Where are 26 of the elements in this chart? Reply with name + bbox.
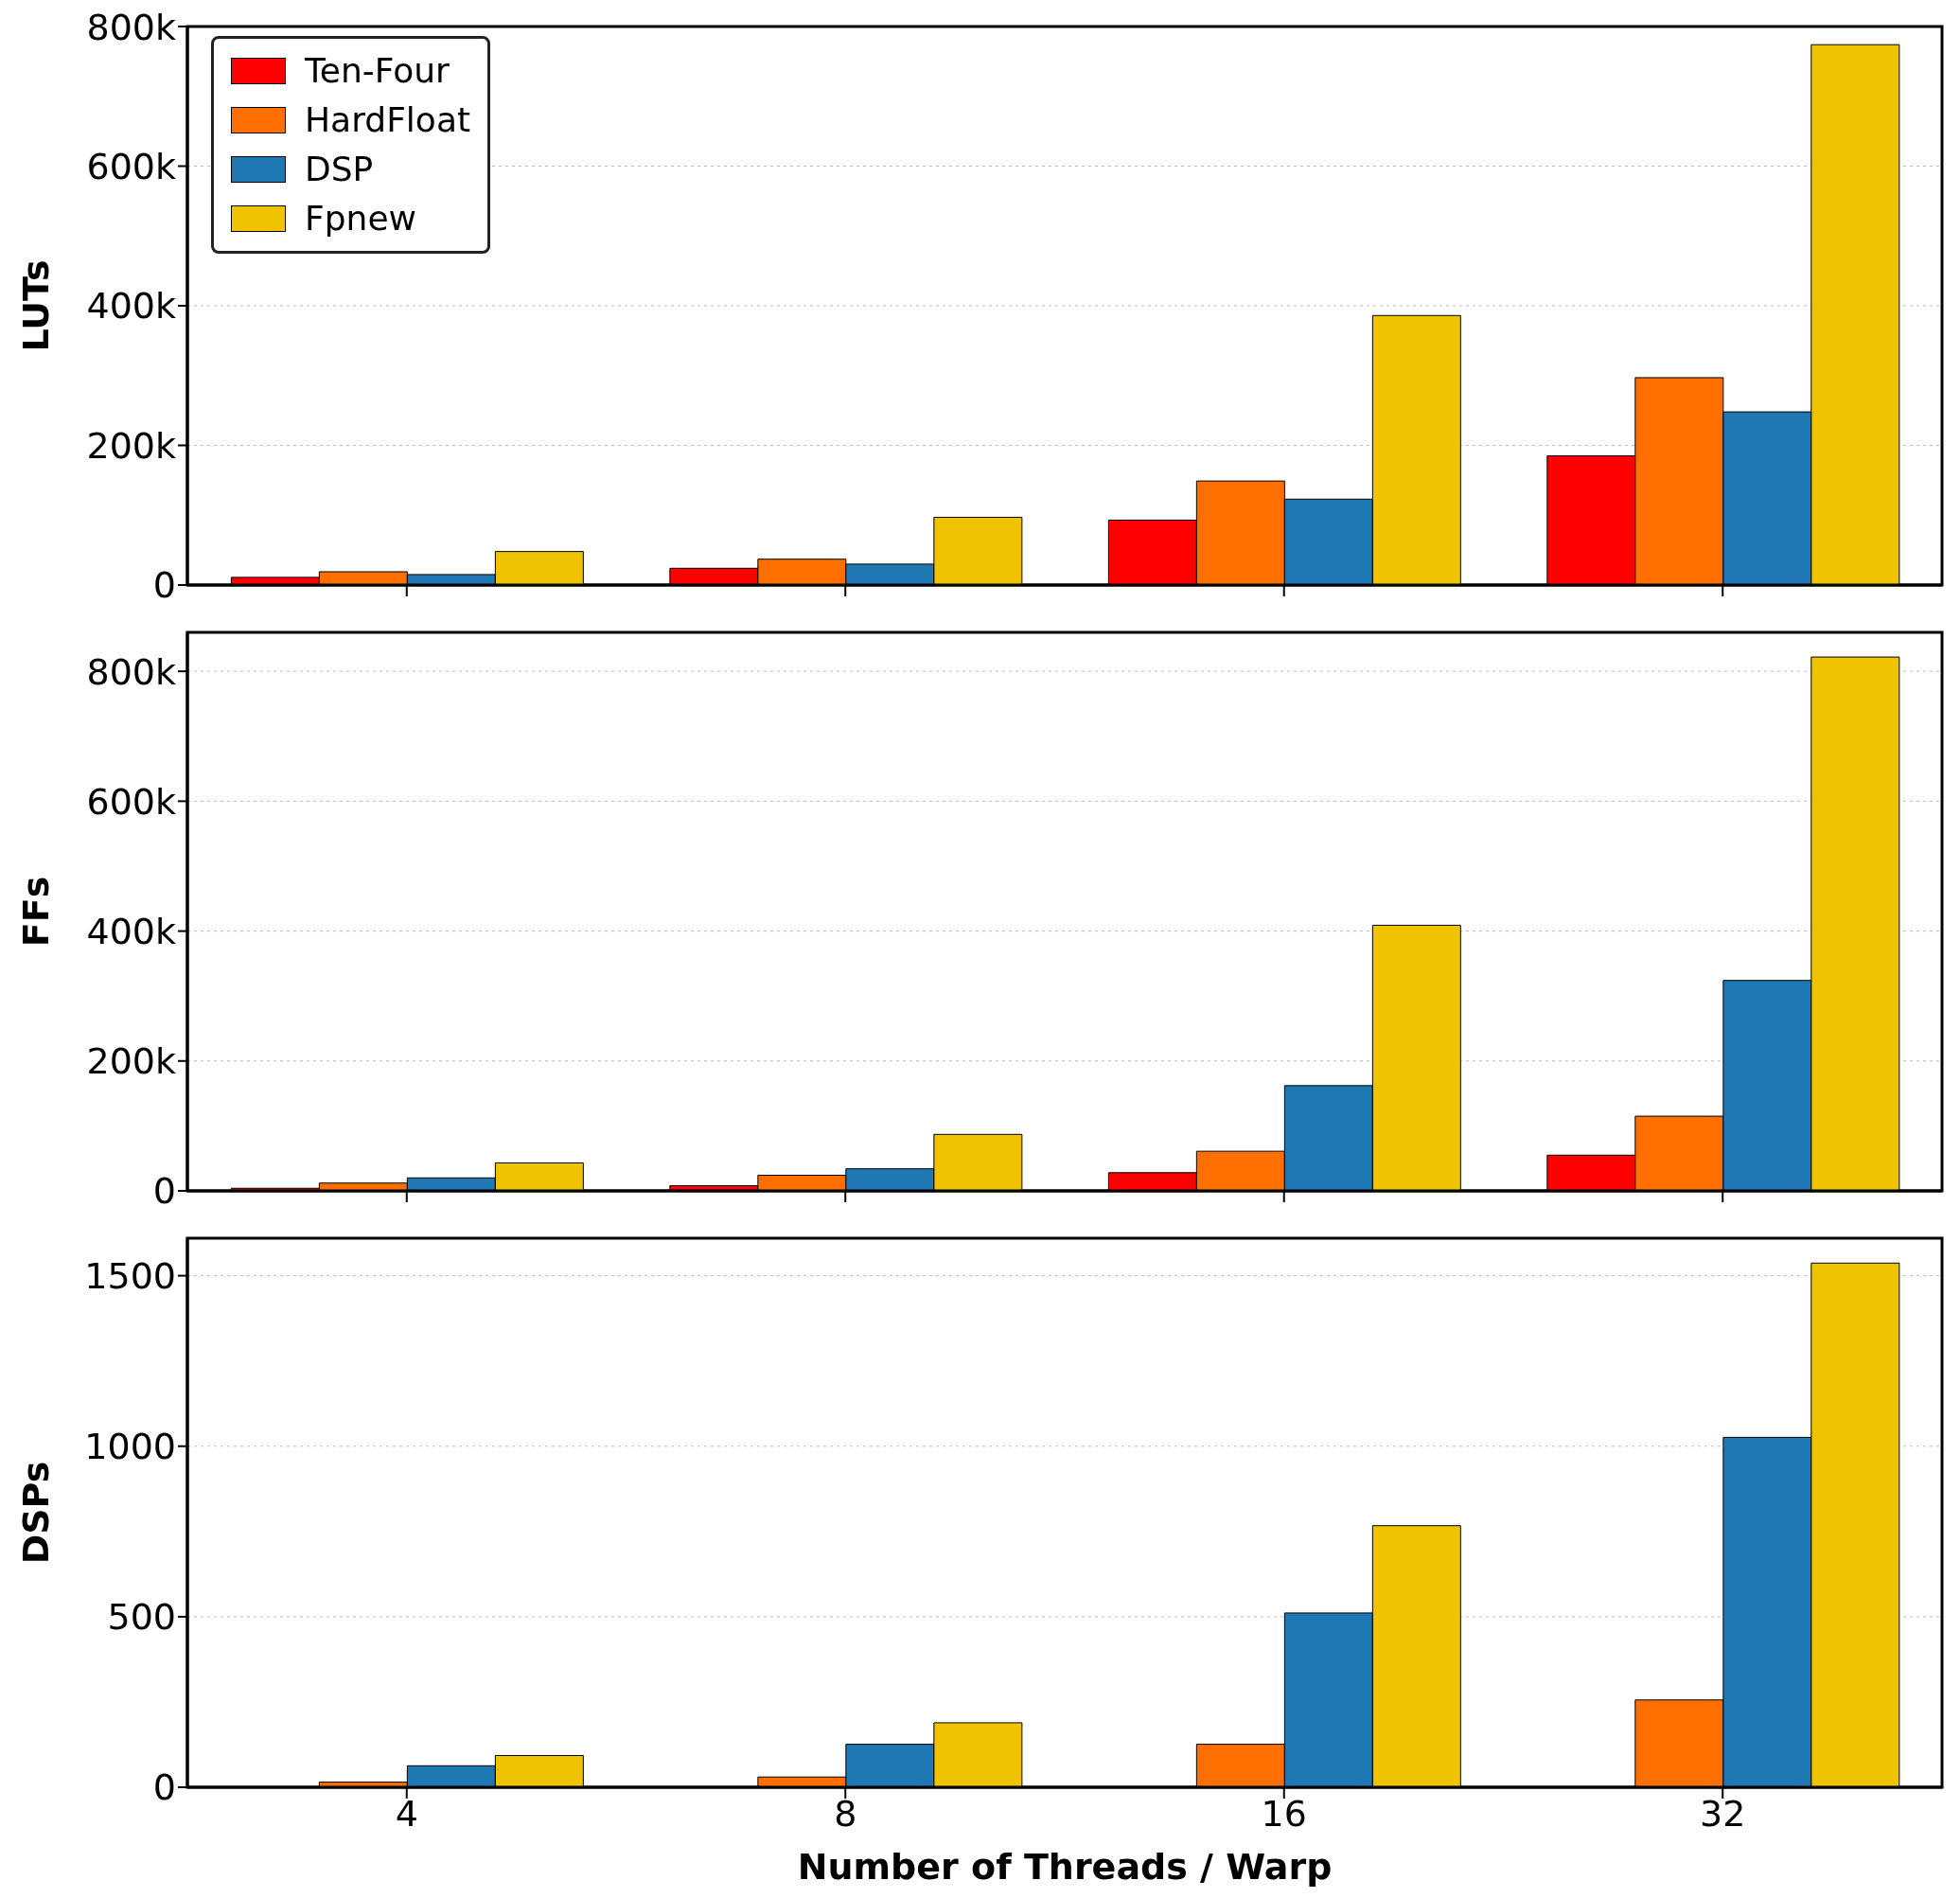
y-tick-label: 1000 bbox=[84, 1426, 176, 1468]
y-tick-label: 0 bbox=[152, 1170, 176, 1213]
x-tick-label: 16 bbox=[1261, 1792, 1307, 1835]
y-axis-title: DSPs bbox=[15, 1461, 58, 1565]
y-tick-label: 600k bbox=[86, 145, 176, 187]
y-axis-title: FFs bbox=[15, 876, 58, 948]
y-tick-label: 500 bbox=[107, 1596, 176, 1639]
legend-label: Fpnew bbox=[305, 198, 416, 239]
x-tick-label: 8 bbox=[834, 1792, 857, 1835]
legend-label: Ten-Four bbox=[305, 50, 450, 92]
y-tick-label: 400k bbox=[86, 285, 176, 328]
y-tick-label: 800k bbox=[86, 650, 176, 693]
y-tick-label: 800k bbox=[86, 6, 176, 48]
legend-label: HardFloat bbox=[305, 99, 471, 141]
y-axis-title: LUTs bbox=[15, 259, 58, 352]
y-tick-label: 400k bbox=[86, 911, 176, 953]
x-tick-label: 32 bbox=[1700, 1792, 1746, 1835]
y-tick-label: 1500 bbox=[84, 1255, 176, 1298]
x-axis-title: Number of Threads / Warp bbox=[797, 1845, 1333, 1888]
y-tick-label: 0 bbox=[152, 564, 176, 607]
x-tick-label: 4 bbox=[395, 1792, 418, 1835]
y-tick-label: 0 bbox=[152, 1766, 176, 1809]
y-tick-label: 600k bbox=[86, 780, 176, 823]
y-tick-label: 200k bbox=[86, 424, 176, 467]
y-tick-label: 200k bbox=[86, 1040, 176, 1083]
legend-label: DSP bbox=[305, 149, 374, 190]
